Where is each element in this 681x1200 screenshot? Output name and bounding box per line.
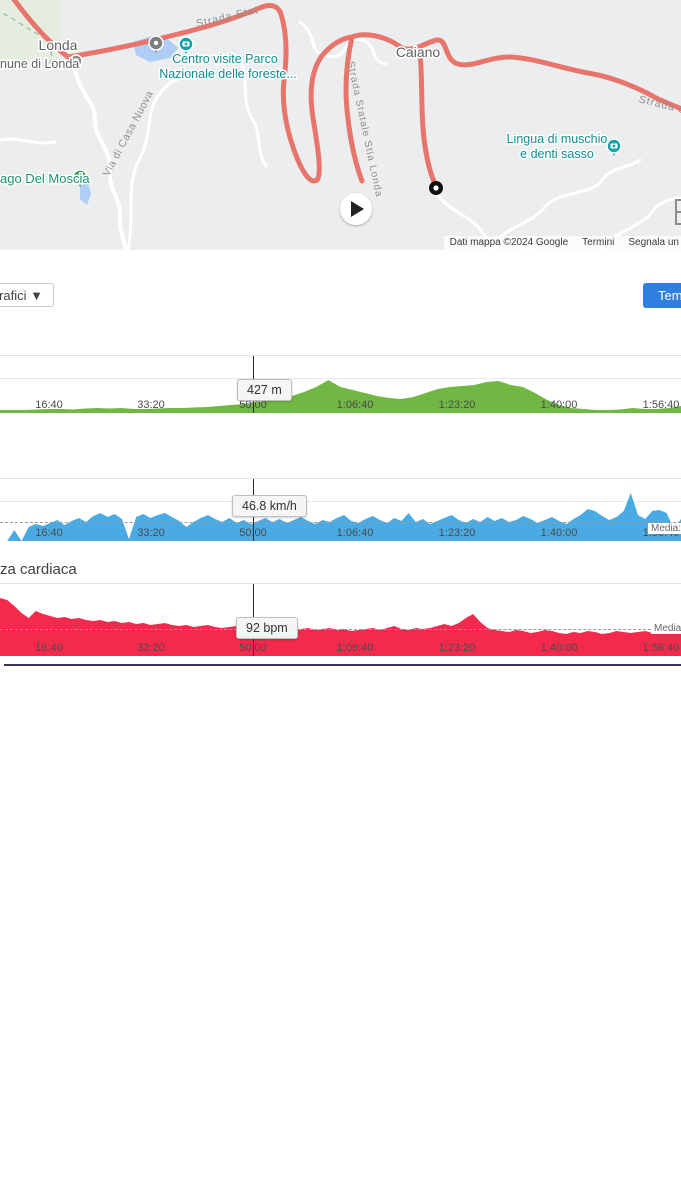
park-boundary bbox=[0, 11, 53, 65]
poi-label-lago: ago Del Moscia bbox=[0, 171, 90, 186]
x-tick: 16:40 bbox=[35, 642, 63, 654]
map-data-credit: Dati mappa ©2024 Google bbox=[449, 237, 569, 248]
lingua-camera-marker[interactable] bbox=[606, 138, 622, 156]
x-tick: 1:06:40 bbox=[336, 399, 374, 411]
gridline bbox=[0, 378, 681, 379]
map-attribution: Dati mappa ©2024 Google Termini Segnala un bbox=[443, 236, 681, 250]
pond bbox=[80, 182, 91, 205]
x-tick: 1:56:40 bbox=[642, 642, 680, 654]
speed-average-line bbox=[0, 522, 681, 523]
town-label-londa: Londa bbox=[39, 37, 78, 53]
x-tick: 1:40:00 bbox=[540, 642, 578, 654]
x-tick: 1:40:00 bbox=[540, 399, 578, 411]
x-tick: 33:20 bbox=[137, 642, 165, 654]
poi-label-lingua-1: Lingua di muschio bbox=[507, 132, 608, 146]
lake-marker[interactable] bbox=[148, 35, 164, 53]
report-error-link[interactable]: Segnala un bbox=[628, 237, 679, 248]
heart_rate-chart[interactable]: 16:4033:2050:001:06:401:23:201:40:001:56… bbox=[0, 583, 681, 656]
poi-label-centro-2: Nazionale delle foreste... bbox=[159, 67, 297, 81]
play-icon bbox=[351, 201, 364, 217]
x-tick: 1:40:00 bbox=[540, 527, 578, 539]
speed-average-label: Media: bbox=[648, 523, 681, 534]
town-label-caiano: Caiano bbox=[396, 44, 441, 60]
x-tick: 1:06:40 bbox=[336, 642, 374, 654]
x-tick: 33:20 bbox=[137, 399, 165, 411]
centro-visite-camera-marker[interactable] bbox=[178, 36, 194, 54]
elevation-chart[interactable]: 16:4033:2050:001:06:401:23:201:40:001:56… bbox=[0, 355, 681, 413]
heart_rate-cursor-tooltip: 92 bpm bbox=[236, 617, 298, 639]
speed-area-series bbox=[0, 493, 681, 541]
speed-chart[interactable]: 16:4033:2050:001:06:401:23:201:40:001:56… bbox=[0, 478, 681, 541]
terms-link[interactable]: Termini bbox=[582, 237, 615, 248]
heart-rate-heading: za cardiaca bbox=[0, 561, 77, 578]
heart_rate-area-series bbox=[0, 598, 681, 656]
playback-play-button[interactable] bbox=[340, 193, 372, 225]
segments-card-top-border bbox=[4, 664, 681, 666]
x-tick: 1:23:20 bbox=[438, 642, 476, 654]
x-tick: 1:23:20 bbox=[438, 527, 476, 539]
elevation-cursor-tooltip: 427 m bbox=[237, 379, 292, 401]
poi-label-comune: nune di Londa bbox=[0, 57, 79, 71]
charts-dropdown-button[interactable]: a grafici ▼ bbox=[0, 283, 54, 307]
poi-label-lingua-2: e denti sasso bbox=[520, 147, 594, 161]
heart_rate-average-label: Media: bbox=[651, 623, 681, 634]
speed-cursor-tooltip: 46.8 km/h bbox=[232, 495, 307, 517]
x-tick: 16:40 bbox=[35, 527, 63, 539]
x-tick: 1:06:40 bbox=[336, 527, 374, 539]
map-scale-bar bbox=[675, 199, 681, 225]
x-tick: 1:56:40 bbox=[642, 399, 680, 411]
minor-roads bbox=[0, 20, 681, 250]
park-tree-marker[interactable] bbox=[72, 169, 88, 187]
x-tick: 1:23:20 bbox=[438, 399, 476, 411]
route-map[interactable]: Londa Caiano nune di Londa Centro visite… bbox=[0, 0, 681, 250]
x-tick: 16:40 bbox=[35, 399, 63, 411]
route-end-marker bbox=[429, 181, 443, 195]
time-axis-toggle-button[interactable]: Tempo bbox=[643, 283, 681, 308]
comune-marker[interactable] bbox=[69, 54, 83, 70]
x-tick: 33:20 bbox=[137, 527, 165, 539]
heart_rate-average-line bbox=[0, 629, 681, 630]
gridline bbox=[0, 501, 681, 502]
elevation-area-series bbox=[0, 380, 681, 413]
poi-label-centro-1: Centro visite Parco bbox=[172, 52, 278, 66]
